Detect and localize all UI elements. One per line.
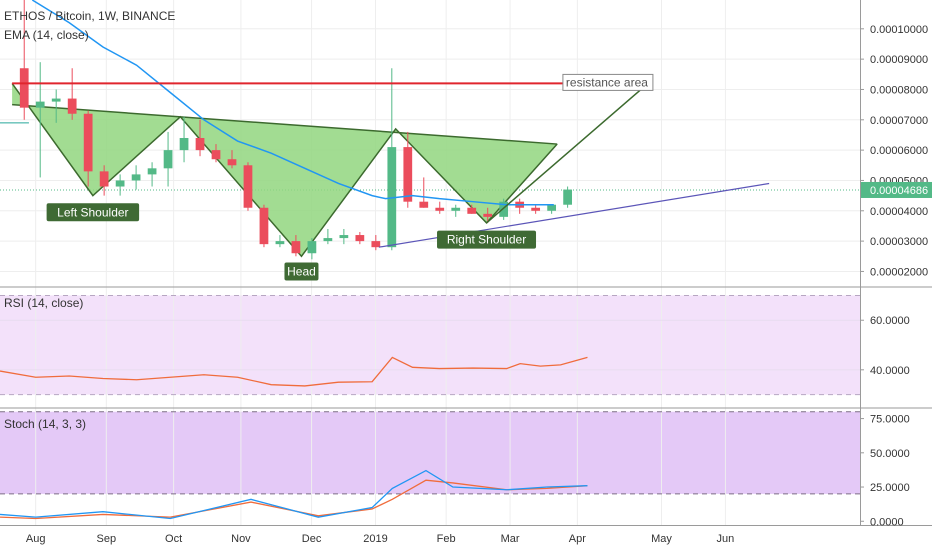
pattern-label-bg — [284, 262, 319, 281]
price-tick-label: 0.00008000 — [870, 84, 928, 96]
pattern-label: Head — [287, 264, 316, 278]
candle-body — [483, 213, 493, 217]
x-tick-label: Feb — [437, 533, 456, 545]
rsi-legend: RSI (14, close) — [4, 296, 83, 310]
candle-body — [19, 68, 29, 108]
candle-body — [531, 207, 541, 211]
neckline — [12, 103, 558, 145]
stoch-tick-label: 50.0000 — [870, 448, 910, 460]
candle-body — [243, 165, 253, 208]
candle-body — [51, 98, 61, 102]
rsi-pane — [0, 294, 860, 396]
x-tick-label: Aug — [26, 533, 46, 545]
x-tick-label: Mar — [501, 533, 520, 545]
rsi-tick-label: 40.0000 — [870, 365, 910, 377]
stoch-tick-label: 25.0000 — [870, 482, 910, 494]
price-tick-label: 0.00009000 — [870, 54, 928, 66]
candle-body — [387, 147, 397, 248]
candle-body — [339, 235, 349, 239]
last-price-label: 0.00004686 — [870, 185, 928, 197]
candle-body — [211, 150, 221, 160]
resistance-label: resistance area — [566, 75, 648, 89]
candle-body — [467, 207, 477, 214]
candle-body — [35, 101, 45, 108]
candle-body — [419, 201, 429, 208]
candle-body — [163, 150, 173, 169]
candle-body — [307, 241, 317, 254]
candle-body — [99, 171, 109, 187]
ema-line — [31, 0, 554, 206]
stoch-legend: Stoch (14, 3, 3) — [4, 417, 86, 431]
price-tick-label: 0.00007000 — [870, 115, 928, 127]
rsi-band — [0, 295, 860, 395]
candle-body — [451, 207, 461, 211]
x-tick-label: Jun — [717, 533, 735, 545]
candle-body — [195, 137, 205, 151]
candles — [19, 0, 572, 260]
rsi-line — [0, 356, 588, 387]
stoch-k-line — [0, 469, 588, 520]
candle-body — [355, 235, 365, 242]
candle-body — [83, 113, 93, 172]
symbol-legend: ETHOS / Bitcoin, 1W, BINANCE — [4, 9, 175, 23]
candle-body — [547, 204, 557, 211]
rsi-tick-label: 60.0000 — [870, 315, 910, 327]
pattern-fill — [12, 83, 558, 257]
candle-body — [275, 241, 285, 245]
price-tick-label: 0.00004000 — [870, 206, 928, 218]
candle-body — [131, 174, 141, 181]
x-tick-label: Nov — [231, 533, 251, 545]
ema-legend: EMA (14, close) — [4, 28, 89, 42]
overlay-lines: resistance area — [12, 0, 770, 248]
candle-body — [563, 189, 572, 205]
last-price-tag — [861, 181, 932, 198]
x-tick-label: Sep — [97, 533, 117, 545]
candle-body — [403, 147, 413, 202]
candle-body — [371, 241, 381, 248]
stoch-tick-label: 0.0000 — [870, 516, 904, 528]
reference-lines — [0, 122, 860, 191]
candle-body — [291, 241, 301, 254]
resistance-label-box — [562, 73, 654, 91]
stoch-band — [0, 411, 860, 494]
stoch-tick-label: 75.0000 — [870, 414, 910, 426]
x-tick-label: Dec — [302, 533, 322, 545]
x-tick-label: May — [651, 533, 672, 545]
axes: Aug Sep Oct Nov Dec 2019 Feb Mar Apr May Jun 0.0001… — [26, 24, 932, 545]
pattern-label-bg — [437, 230, 537, 249]
price-tick-label: 0.00003000 — [870, 236, 928, 248]
candle-body — [67, 98, 77, 114]
pattern-label-bg — [46, 203, 140, 222]
candle-body — [323, 238, 333, 242]
candle-body — [499, 201, 509, 217]
pattern-label: Right Shoulder — [447, 233, 526, 247]
pattern-labels: Left Shoulder Head Right Shoulder — [46, 203, 537, 281]
candle-body — [179, 137, 189, 151]
x-tick-label: Oct — [165, 533, 182, 545]
candle-body — [435, 207, 445, 211]
stoch-pane — [0, 411, 860, 520]
price-tick-label: 0.00010000 — [870, 24, 928, 36]
price-tick-label: 0.00006000 — [870, 145, 928, 157]
pattern-label: Left Shoulder — [57, 205, 128, 219]
candle-body — [115, 180, 125, 187]
candle-body — [259, 207, 269, 245]
price-tick-label: 0.00002000 — [870, 266, 928, 278]
grid-lines — [0, 0, 860, 525]
breakout-target-line — [486, 82, 649, 224]
x-tick-label: 2019 — [363, 533, 387, 545]
x-tick-label: Apr — [569, 533, 586, 545]
candle-body — [147, 168, 157, 175]
candle-body — [227, 159, 237, 166]
